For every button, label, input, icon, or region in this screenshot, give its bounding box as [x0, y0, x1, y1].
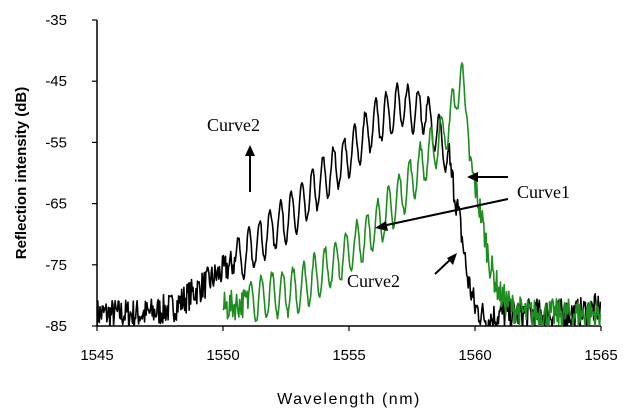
x-tick-label: 1565: [584, 347, 617, 364]
y-tick-label: -85: [45, 318, 67, 335]
annotation-curve2-lower: Curve2: [347, 271, 400, 291]
y-tick-label: -55: [45, 134, 67, 151]
x-tick-label: 1550: [206, 347, 239, 364]
x-tick-label: 1545: [80, 347, 113, 364]
y-tick-label: -65: [45, 196, 67, 213]
arrow-up-icon: [245, 145, 255, 192]
series-line-curve2: [97, 82, 601, 326]
y-axis-title: Reflection intensity (dB): [13, 87, 30, 260]
y-tick-label: -45: [45, 73, 67, 90]
annotation-curve2-upper: Curve2: [207, 115, 260, 135]
y-tick-label: -75: [45, 257, 67, 274]
arrow-up-right-icon: [434, 253, 457, 275]
x-axis-title: Wavelength (nm): [277, 391, 421, 408]
arrow-long-left-icon: [375, 198, 509, 231]
series-line-curve1: [222, 62, 601, 326]
annotation-curve1: Curve1: [517, 182, 570, 202]
arrow-left-icon: [467, 172, 508, 182]
x-tick-label: 1560: [458, 347, 491, 364]
x-tick-label: 1555: [332, 347, 365, 364]
y-tick-label: -35: [45, 12, 67, 29]
